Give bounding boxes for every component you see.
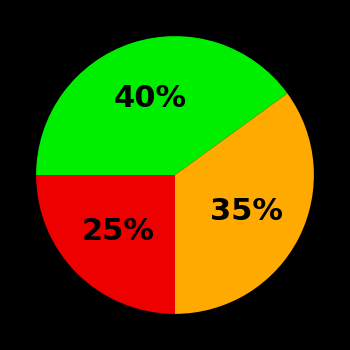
Wedge shape (175, 93, 314, 314)
Wedge shape (36, 36, 287, 175)
Text: 25%: 25% (82, 217, 155, 246)
Text: 40%: 40% (113, 84, 187, 113)
Text: 35%: 35% (210, 197, 283, 226)
Wedge shape (36, 175, 175, 314)
